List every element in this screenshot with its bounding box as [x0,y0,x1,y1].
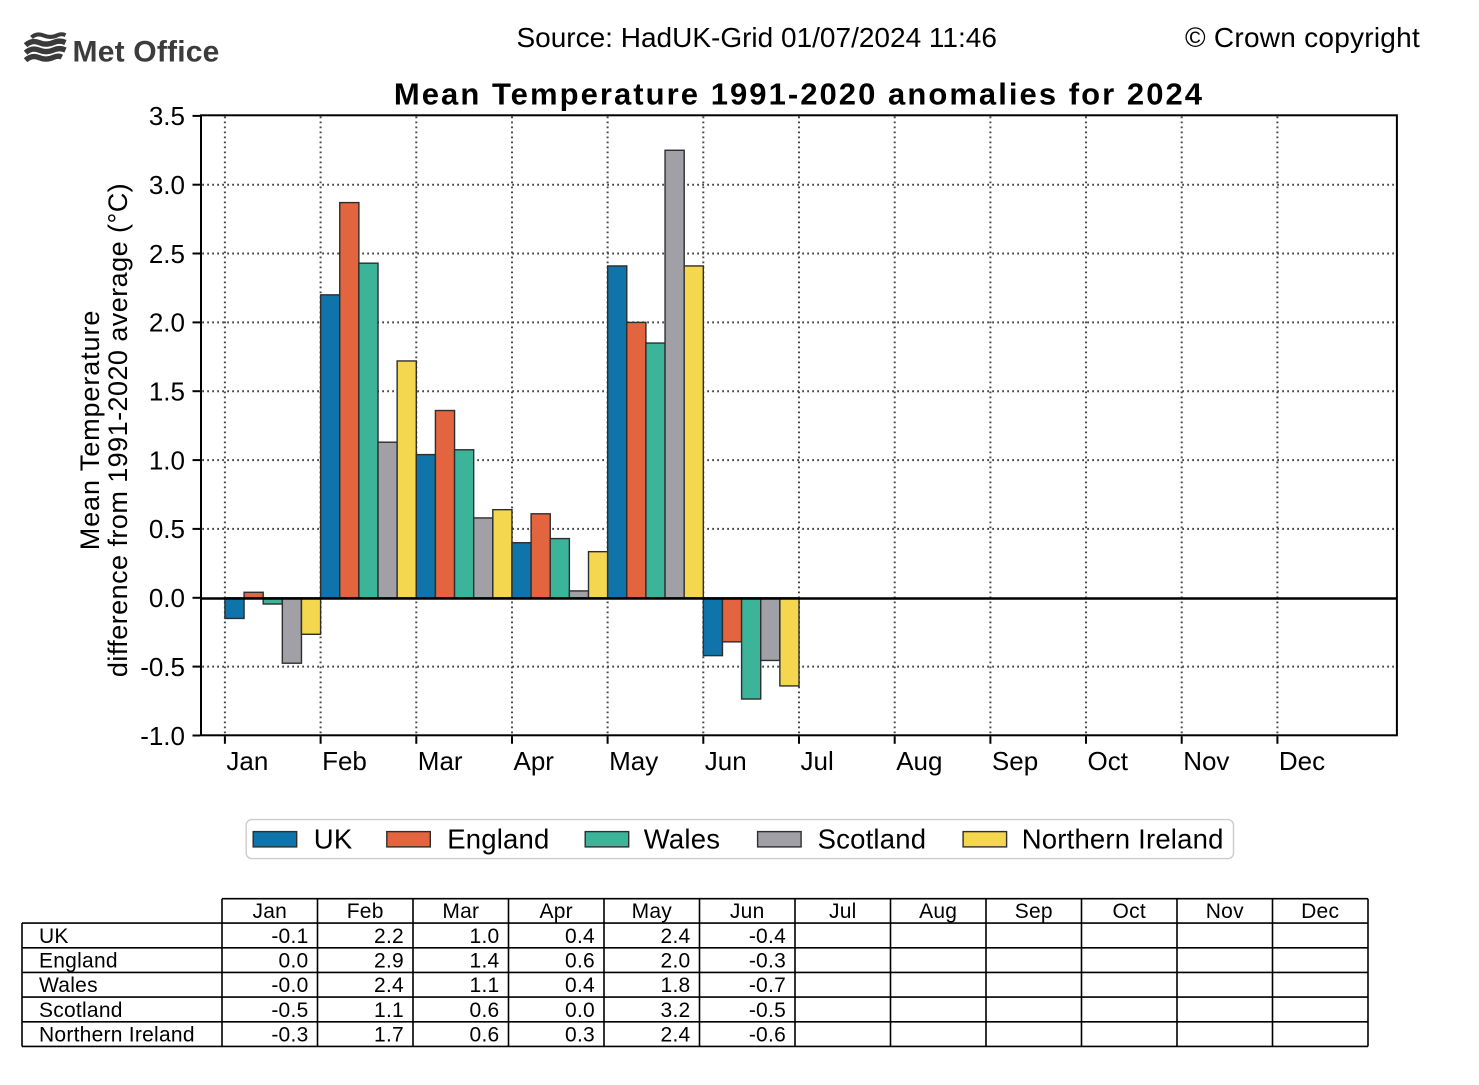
svg-text:0.5: 0.5 [149,514,185,544]
svg-text:Mar: Mar [442,900,479,923]
svg-text:3.5: 3.5 [149,101,185,131]
svg-text:2.4: 2.4 [661,925,691,948]
svg-text:Wales: Wales [39,974,98,997]
svg-text:UK: UK [314,823,353,854]
svg-text:Jul: Jul [829,900,857,923]
svg-text:Northern Ireland: Northern Ireland [39,1023,195,1046]
svg-text:0.6: 0.6 [470,1023,500,1046]
svg-text:Met Office: Met Office [73,36,220,69]
svg-text:Mean Temperature 1991-2020 ano: Mean Temperature 1991-2020 anomalies for… [394,76,1204,111]
svg-text:Source: HadUK-Grid 01/07/2024: Source: HadUK-Grid 01/07/2024 11:46 [516,22,996,53]
svg-text:2.5: 2.5 [149,239,185,269]
svg-text:Aug: Aug [919,900,957,923]
svg-text:-0.4: -0.4 [749,925,786,948]
svg-text:1.0: 1.0 [470,925,500,948]
svg-text:0.0: 0.0 [279,949,309,972]
svg-text:1.8: 1.8 [661,974,691,997]
svg-text:2.2: 2.2 [374,925,404,948]
svg-text:May: May [632,900,673,923]
svg-text:0.3: 0.3 [565,1023,595,1046]
svg-text:-0.3: -0.3 [749,949,786,972]
svg-text:-0.6: -0.6 [749,1023,786,1046]
svg-text:Northern Ireland: Northern Ireland [1022,823,1224,854]
svg-text:1.7: 1.7 [374,1023,404,1046]
svg-text:-0.5: -0.5 [749,999,786,1022]
svg-text:2.0: 2.0 [149,308,185,338]
svg-text:Mar: Mar [418,746,463,776]
svg-text:2.4: 2.4 [374,974,404,997]
svg-text:1.0: 1.0 [149,445,185,475]
svg-text:Nov: Nov [1183,746,1229,776]
svg-text:Jun: Jun [730,900,765,923]
svg-text:Jan: Jan [252,900,287,923]
svg-text:-0.7: -0.7 [749,974,786,997]
svg-text:1.1: 1.1 [374,999,404,1022]
svg-text:0.6: 0.6 [470,999,500,1022]
svg-text:-0.3: -0.3 [271,1023,308,1046]
svg-text:0.4: 0.4 [565,925,595,948]
svg-text:2.0: 2.0 [661,949,691,972]
svg-text:0.0: 0.0 [565,999,595,1022]
svg-text:0.4: 0.4 [565,974,595,997]
svg-text:Mean Temperature: Mean Temperature [75,310,105,551]
svg-text:-0.5: -0.5 [271,999,308,1022]
svg-text:-0.1: -0.1 [271,925,308,948]
svg-text:Wales: Wales [644,823,720,854]
svg-text:Dec: Dec [1279,746,1325,776]
svg-text:Oct: Oct [1088,746,1129,776]
svg-text:Scotland: Scotland [818,823,927,854]
svg-text:Apr: Apr [514,746,555,776]
svg-text:Sep: Sep [992,746,1038,776]
svg-text:-0.0: -0.0 [271,974,308,997]
svg-text:1.4: 1.4 [470,949,500,972]
svg-text:3.0: 3.0 [149,170,185,200]
svg-text:Nov: Nov [1206,900,1244,923]
svg-text:© Crown copyright: © Crown copyright [1185,22,1420,53]
svg-text:Sep: Sep [1015,900,1053,923]
svg-text:England: England [39,949,118,972]
svg-text:Feb: Feb [347,900,384,923]
svg-text:Dec: Dec [1301,900,1339,923]
svg-text:Oct: Oct [1112,900,1145,923]
svg-text:difference from 1991-2020 aver: difference from 1991-2020 average (°C) [103,183,133,677]
svg-text:1.1: 1.1 [470,974,500,997]
svg-text:Jul: Jul [801,746,834,776]
svg-text:1.5: 1.5 [149,377,185,407]
svg-text:Scotland: Scotland [39,999,123,1022]
svg-text:May: May [609,746,658,776]
svg-text:Feb: Feb [322,746,367,776]
svg-text:Jun: Jun [705,746,747,776]
svg-text:0.0: 0.0 [149,583,185,613]
svg-text:-0.5: -0.5 [140,652,185,682]
svg-text:-1.0: -1.0 [140,721,185,751]
svg-text:2.4: 2.4 [661,1023,691,1046]
svg-text:2.9: 2.9 [374,949,404,972]
svg-text:UK: UK [39,925,69,948]
svg-text:Apr: Apr [539,900,572,923]
svg-text:England: England [447,823,549,854]
svg-text:Jan: Jan [226,746,268,776]
svg-text:3.2: 3.2 [661,999,691,1022]
svg-text:Aug: Aug [896,746,942,776]
svg-text:0.6: 0.6 [565,949,595,972]
